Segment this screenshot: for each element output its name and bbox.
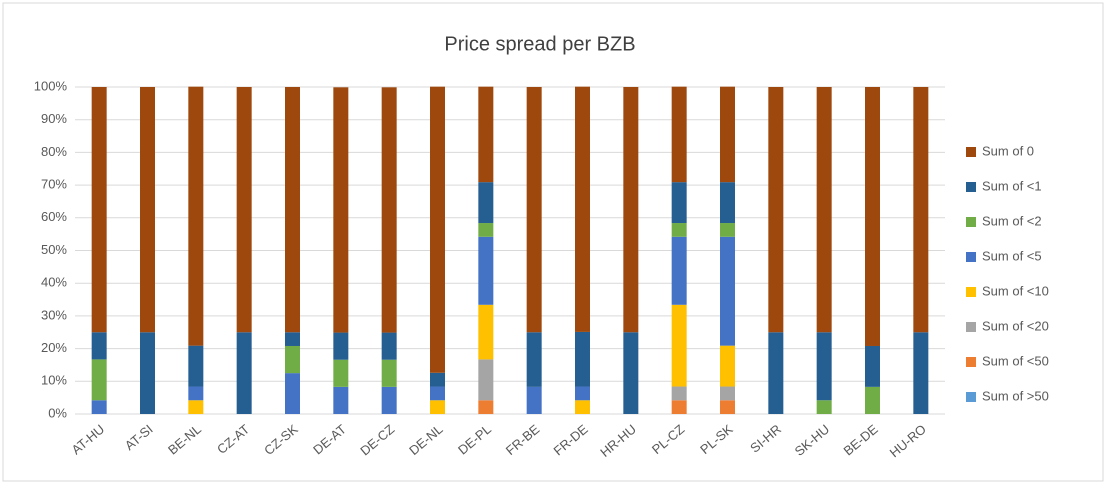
bar-segment (333, 386, 349, 414)
bar-segment (333, 332, 349, 360)
bar-segment (188, 400, 204, 414)
bar-segment (91, 400, 107, 414)
bar-segment (913, 87, 929, 333)
bar-segment (575, 331, 590, 387)
bar-segment (430, 372, 445, 387)
bar-segment (720, 345, 735, 387)
bar-segment (720, 182, 735, 224)
y-tick-label: 60% (41, 209, 67, 224)
bar-segment (91, 359, 107, 401)
bar-segment (140, 87, 155, 333)
legend-label: Sum of <10 (982, 283, 1049, 298)
bar-segment (526, 386, 542, 414)
bar-segment (816, 332, 832, 401)
bar-segment (671, 236, 687, 305)
bar-segment (478, 359, 494, 401)
bar-segment (865, 345, 880, 387)
bar-segment (478, 86, 494, 183)
bar-segment (285, 373, 300, 414)
bar-segment (575, 400, 590, 414)
bar-segment (816, 400, 832, 414)
bar-segment (381, 332, 397, 360)
y-tick-label: 90% (41, 111, 67, 126)
legend-label: Sum of <50 (982, 353, 1049, 368)
bar-segment (333, 359, 349, 387)
bar-segment (140, 332, 155, 414)
legend-swatch (966, 357, 976, 367)
bar-segment (526, 332, 542, 387)
legend-label: Sum of 0 (982, 143, 1034, 158)
y-tick-label: 50% (41, 242, 67, 257)
bar-segment (91, 332, 107, 360)
legend-label: Sum of <5 (982, 248, 1042, 263)
bar-segment (913, 332, 929, 414)
bar-segment (671, 86, 687, 183)
bar-segment (430, 386, 445, 401)
bar-segment (671, 182, 687, 224)
bar-segment (768, 87, 784, 333)
legend-label: Sum of >50 (982, 388, 1049, 403)
y-tick-label: 70% (41, 177, 67, 192)
bar-segment (188, 345, 204, 387)
bar-segment (720, 86, 735, 183)
bar-segment (285, 345, 300, 374)
bar-segment (478, 182, 494, 224)
y-tick-label: 0% (48, 405, 67, 420)
y-tick-label: 100% (34, 78, 68, 93)
legend-swatch (966, 287, 976, 297)
y-tick-label: 20% (41, 340, 67, 355)
bar-segment (671, 400, 687, 414)
bar-segment (333, 87, 349, 333)
bar-segment (720, 236, 735, 346)
y-tick-label: 40% (41, 275, 67, 290)
bar-segment (285, 87, 300, 333)
legend-swatch (966, 392, 976, 402)
legend-label: Sum of <2 (982, 213, 1042, 228)
y-tick-label: 30% (41, 307, 67, 322)
legend-swatch (966, 322, 976, 332)
bar-segment (91, 87, 107, 333)
bar-segment (865, 87, 880, 346)
bar-segment (285, 332, 300, 346)
legend-swatch (966, 147, 976, 157)
chart-title: Price spread per BZB (444, 33, 635, 55)
legend-label: Sum of <20 (982, 318, 1049, 333)
bar-segment (381, 386, 397, 414)
bar-segment (575, 86, 590, 332)
y-tick-label: 80% (41, 144, 67, 159)
bar-segment (188, 386, 204, 401)
bar-segment (623, 87, 639, 333)
legend-swatch (966, 252, 976, 262)
bar-segment (816, 87, 832, 333)
bar-segment (671, 386, 687, 401)
bar-segment (430, 86, 445, 373)
bar-segment (381, 87, 397, 333)
bar-segment (236, 87, 252, 333)
bar-segment (720, 223, 735, 237)
legend-label: Sum of <1 (982, 178, 1042, 193)
bar-segment (720, 400, 735, 414)
bar-segment (478, 223, 494, 237)
bar-segment (575, 386, 590, 401)
legend-swatch (966, 182, 976, 192)
bar-segment (671, 223, 687, 237)
bar-segment (478, 236, 494, 305)
bar-segment (430, 400, 445, 414)
legend-swatch (966, 217, 976, 227)
bar-segment (188, 86, 204, 346)
bar-segment (720, 386, 735, 401)
bar-segment (381, 359, 397, 387)
bar-segment (865, 386, 880, 414)
bar-segment (478, 400, 494, 414)
bar-segment (623, 332, 639, 414)
bar-segment (478, 304, 494, 360)
bar-segment (768, 332, 784, 414)
y-tick-label: 10% (41, 373, 67, 388)
bar-segment (671, 304, 687, 387)
bar-segment (526, 87, 542, 333)
bar-segment (236, 332, 252, 414)
